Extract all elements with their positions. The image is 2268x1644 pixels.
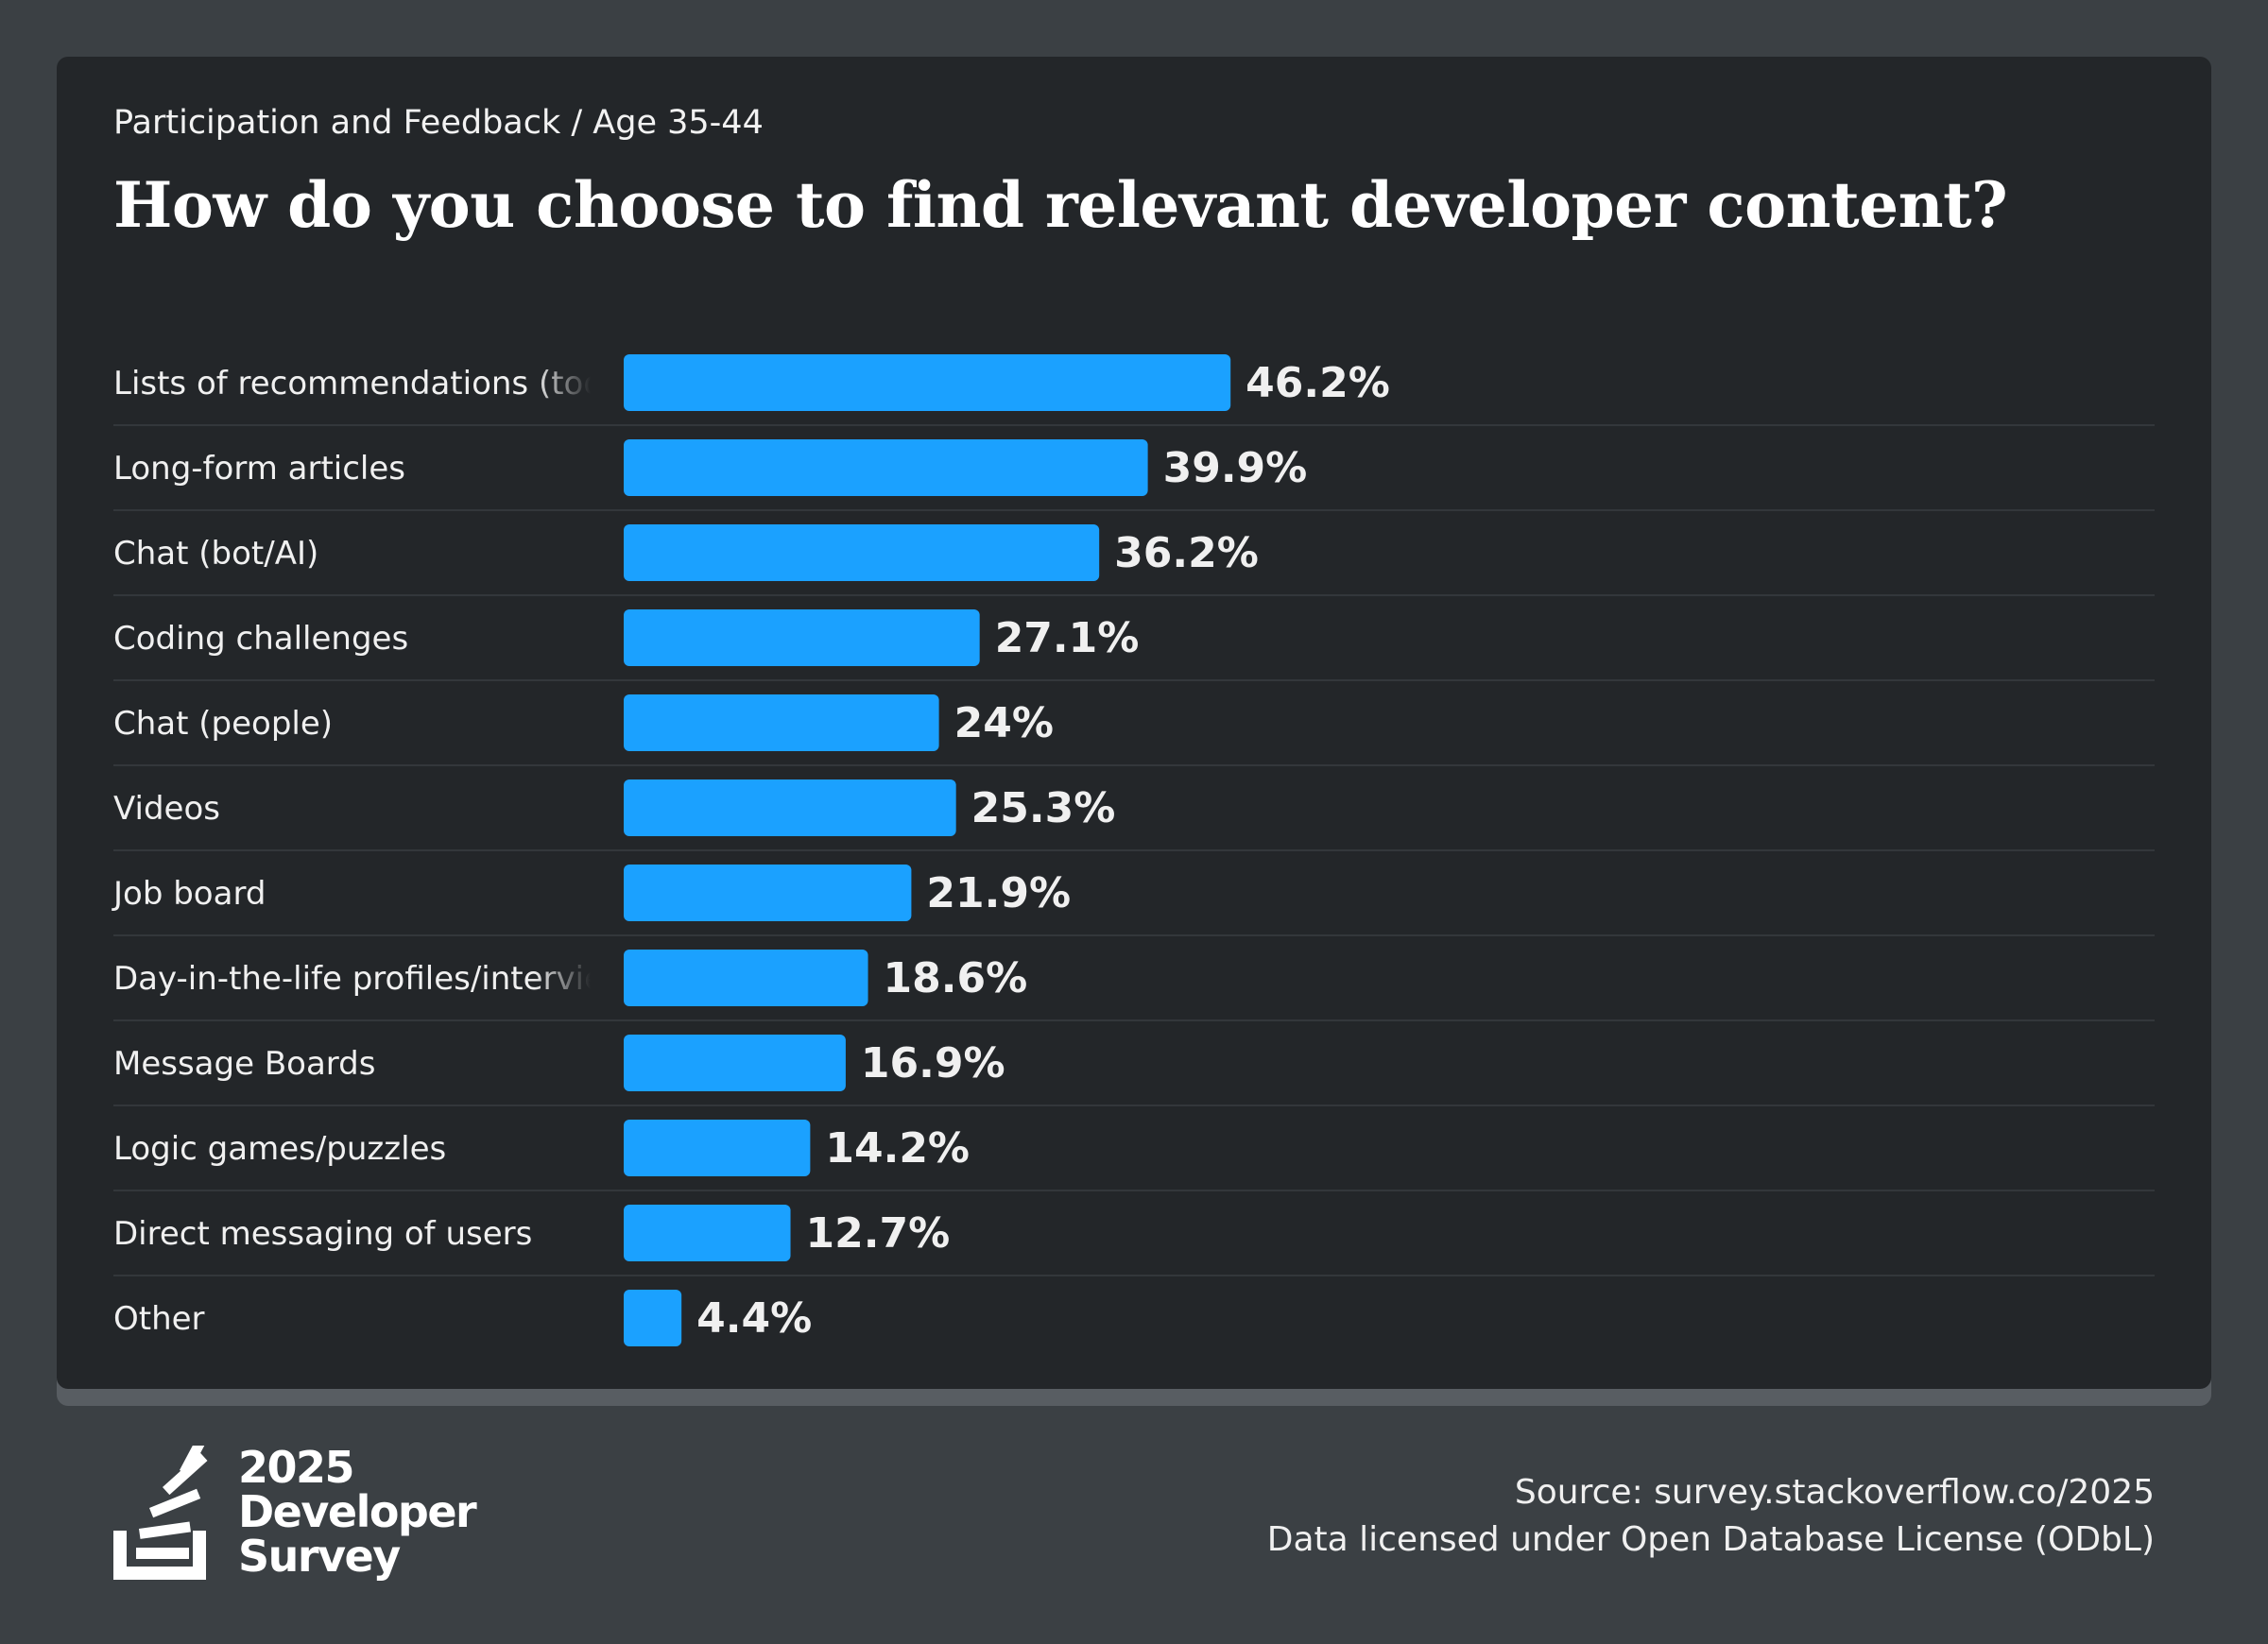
value-label: 21.9% xyxy=(926,869,1071,917)
bar-row: Coding challenges 27.1% xyxy=(113,609,2155,681)
logo-line-survey: Survey xyxy=(238,1531,401,1582)
label-fade xyxy=(534,609,591,666)
bar-row: Day-in-the-life profiles/interviews 18.6% xyxy=(113,950,2155,1021)
category-label: Chat (people) xyxy=(113,705,333,743)
stack-logo-icon xyxy=(113,1425,214,1580)
value-label: 16.9% xyxy=(861,1039,1005,1087)
survey-logo: 2025 Developer Survey xyxy=(113,1425,477,1587)
label-fade xyxy=(534,694,591,751)
label-fade xyxy=(534,439,591,496)
label-fade xyxy=(534,1290,591,1346)
value-label: 39.9% xyxy=(1163,444,1308,492)
category-label: Logic games/puzzles xyxy=(113,1130,446,1168)
value-label: 46.2% xyxy=(1246,359,1390,407)
bar-row: Other 4.4% xyxy=(113,1290,812,1346)
value-label: 25.3% xyxy=(971,784,1116,832)
license-note: Data licensed under Open Database Licens… xyxy=(1266,1520,2155,1559)
logo-line-developer: Developer xyxy=(238,1486,477,1537)
bar xyxy=(624,865,912,921)
bar-row: Message Boards 16.9% xyxy=(113,1035,2155,1106)
category-label: Chat (bot/AI) xyxy=(113,535,318,573)
bar-row: Lists of recommendations (tools, resourc… xyxy=(113,354,2155,426)
bar xyxy=(624,1035,846,1091)
bar xyxy=(624,1120,811,1176)
value-label: 18.6% xyxy=(884,954,1028,1002)
label-fade xyxy=(534,1120,591,1176)
value-label: 14.2% xyxy=(825,1124,970,1173)
logo-wordmark: 2025 Developer Survey xyxy=(238,1442,477,1582)
category-label: Direct messaging of users xyxy=(113,1215,532,1253)
label-fade xyxy=(534,1205,591,1261)
bar-chart: Lists of recommendations (tools, resourc… xyxy=(112,354,2155,1346)
value-label: 27.1% xyxy=(995,614,1140,662)
breadcrumb: Participation and Feedback / Age 35-44 xyxy=(113,104,764,142)
label-fade xyxy=(534,779,591,836)
bar xyxy=(624,950,868,1006)
label-fade xyxy=(534,524,591,581)
bar xyxy=(624,694,939,751)
bar-row: Chat (bot/AI) 36.2% xyxy=(113,524,2155,596)
bar xyxy=(624,354,1231,411)
label-fade xyxy=(534,1035,591,1091)
label-fade xyxy=(534,354,591,411)
category-label: Videos xyxy=(113,790,220,828)
bar-row: Logic games/puzzles 14.2% xyxy=(113,1120,2155,1191)
label-fade xyxy=(534,950,591,1006)
bar xyxy=(624,779,956,836)
footer-source: Source: survey.stackoverflow.co/2025 Dat… xyxy=(1267,1469,2155,1564)
bar xyxy=(624,609,980,666)
bar xyxy=(624,1205,791,1261)
category-label: Job board xyxy=(112,875,266,913)
chart-card: Participation and Feedback / Age 35-44 H… xyxy=(57,57,2211,1389)
category-label: Other xyxy=(113,1300,205,1338)
bar xyxy=(624,1290,682,1346)
chart-rows: Lists of recommendations (tools, resourc… xyxy=(112,354,2155,1346)
bar-row: Chat (people) 24% xyxy=(113,694,2155,766)
category-label: Lists of recommendations (tools, resourc… xyxy=(113,365,898,402)
bar-row: Long-form articles 39.9% xyxy=(113,439,2155,511)
value-label: 4.4% xyxy=(696,1294,812,1343)
category-label: Message Boards xyxy=(113,1045,375,1083)
value-label: 12.7% xyxy=(806,1209,951,1258)
category-label: Coding challenges xyxy=(113,620,408,658)
label-fade xyxy=(534,865,591,921)
page-title: How do you choose to find relevant devel… xyxy=(113,168,2008,242)
category-label: Long-form articles xyxy=(113,450,405,488)
bar-row: Direct messaging of users 12.7% xyxy=(113,1205,2155,1276)
bar-row: Videos 25.3% xyxy=(113,779,2155,851)
value-label: 24% xyxy=(954,699,1054,747)
bar-row: Job board 21.9% xyxy=(112,865,2155,936)
logo-year: 2025 xyxy=(238,1442,355,1493)
bar xyxy=(624,439,1148,496)
bar xyxy=(624,524,1100,581)
category-label: Day-in-the-life profiles/interviews xyxy=(113,960,647,998)
value-label: 36.2% xyxy=(1114,529,1259,577)
source-link[interactable]: Source: survey.stackoverflow.co/2025 xyxy=(1514,1473,2155,1512)
